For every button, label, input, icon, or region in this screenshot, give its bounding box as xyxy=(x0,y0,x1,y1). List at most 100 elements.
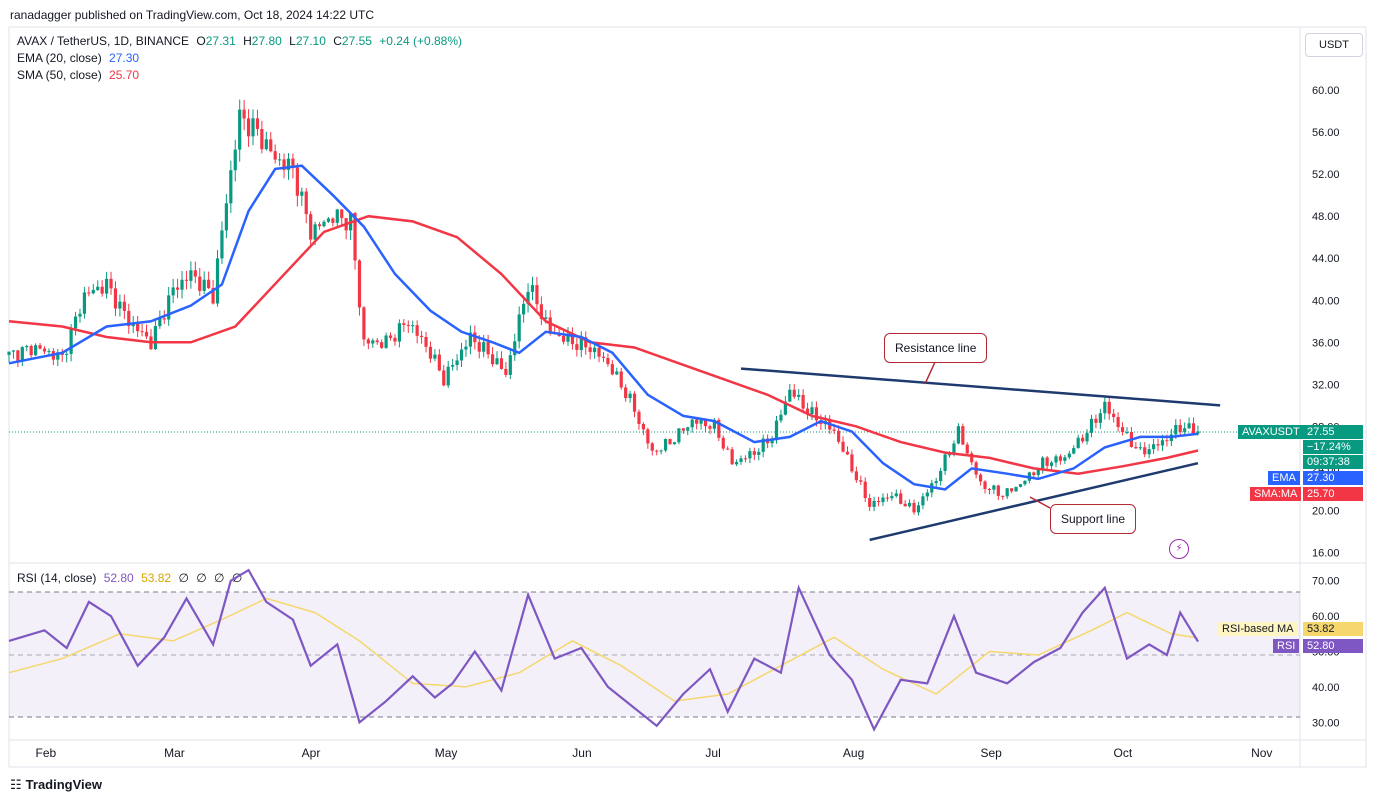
candle-body xyxy=(1120,427,1125,433)
rsi-axis-tick: 30.00 xyxy=(1312,717,1340,729)
candle-body xyxy=(96,286,100,290)
candle-body xyxy=(925,492,929,497)
candle-body xyxy=(1089,418,1094,433)
candle-body xyxy=(78,313,82,317)
candle-body xyxy=(286,158,291,170)
price-axis-tick: 40.00 xyxy=(1312,295,1340,307)
rsi-legend[interactable]: RSI (14, close) 52.80 53.82 ∅ ∅ ∅ ∅ xyxy=(17,571,246,585)
candle-body xyxy=(309,214,313,240)
ema-legend[interactable]: EMA (20, close) 27.30 xyxy=(17,51,143,65)
support-callout[interactable]: Support line xyxy=(1050,504,1137,534)
price-axis-tick: 32.00 xyxy=(1312,379,1340,391)
price-axis-tick: 16.00 xyxy=(1312,547,1340,559)
candle-body xyxy=(637,411,641,424)
brand-logo[interactable]: ☷ TradingView xyxy=(10,777,102,793)
candle-body xyxy=(388,335,393,338)
candle-body xyxy=(965,444,969,454)
ema-axis-tag: EMA xyxy=(1268,471,1300,485)
candle-body xyxy=(601,356,606,358)
candle-body xyxy=(522,303,526,315)
candle-body xyxy=(899,493,903,504)
symbol-name[interactable]: AVAX / TetherUS, 1D, BINANCE xyxy=(17,34,190,48)
candle-body xyxy=(1116,417,1120,428)
candle-body xyxy=(229,170,233,204)
candle-body xyxy=(291,158,295,168)
lightning-icon[interactable]: ⚡ xyxy=(1169,539,1189,559)
candle-body xyxy=(535,285,539,305)
candle-body xyxy=(215,258,220,304)
candle-body xyxy=(837,430,841,442)
candle-body xyxy=(668,439,672,445)
candle-body xyxy=(872,500,876,507)
candle-body xyxy=(273,151,277,160)
trendlines[interactable] xyxy=(740,361,1221,542)
candle-body xyxy=(1081,437,1085,442)
candle-body xyxy=(140,331,144,333)
candle-body xyxy=(597,347,601,357)
candle-body xyxy=(1032,472,1036,476)
candle-body xyxy=(801,394,805,409)
candle-body xyxy=(593,347,597,353)
candle-body xyxy=(690,419,694,428)
low-value: 27.10 xyxy=(295,34,326,48)
time-axis-tick: Jun xyxy=(572,746,591,760)
candle-body xyxy=(357,260,362,308)
candle-body xyxy=(7,351,11,355)
resistance-pointer xyxy=(924,361,936,385)
candle-body xyxy=(415,325,419,336)
candle-body xyxy=(1138,447,1142,449)
close-value: 27.55 xyxy=(341,34,372,48)
price-axis-tick: 48.00 xyxy=(1312,211,1340,223)
candle-body xyxy=(171,287,175,296)
currency-button[interactable]: USDT xyxy=(1305,33,1363,57)
candle-body xyxy=(854,471,858,481)
candle-body xyxy=(797,394,801,397)
sma-legend[interactable]: SMA (50, close) 25.70 xyxy=(17,68,143,82)
candle-body xyxy=(663,439,668,451)
candle-body xyxy=(996,485,1000,496)
symbol-price-tag: AVAXUSDT xyxy=(1238,425,1304,439)
candle-body xyxy=(881,497,885,503)
time-axis-tick: Jul xyxy=(705,746,720,760)
candle-body xyxy=(1156,444,1160,446)
rsi-axis-tag: RSI xyxy=(1273,639,1300,653)
candle-body xyxy=(504,368,508,375)
candle-body xyxy=(499,358,504,369)
candle-body xyxy=(100,286,104,294)
candle-body xyxy=(162,318,166,320)
candle-body xyxy=(105,278,109,294)
candle-body xyxy=(717,419,721,438)
candle-body xyxy=(615,371,619,375)
candle-body xyxy=(459,349,464,361)
resistance-callout[interactable]: Resistance line xyxy=(884,333,988,363)
candle-body xyxy=(362,307,366,340)
candle-body xyxy=(570,333,575,345)
candle-body xyxy=(672,442,677,445)
candle-body xyxy=(588,347,592,353)
candle-body xyxy=(726,448,730,450)
candle-body xyxy=(353,212,357,261)
candle-body xyxy=(158,318,162,327)
candle-body xyxy=(779,414,783,421)
candle-body xyxy=(912,502,916,513)
candle-body xyxy=(916,505,921,513)
candle-body xyxy=(641,423,646,430)
candle-body xyxy=(712,419,716,429)
candle-body xyxy=(548,317,552,333)
candle-body xyxy=(708,426,712,429)
candle-body xyxy=(1001,495,1005,497)
countdown-tag: 09:37:38 xyxy=(1303,455,1363,469)
resistance-line xyxy=(740,367,1221,407)
candle-body xyxy=(1041,457,1045,469)
candle-body xyxy=(34,345,38,356)
candle-body xyxy=(202,279,206,291)
price-axis-tick: 56.00 xyxy=(1312,127,1340,139)
time-axis-tick: Mar xyxy=(164,746,185,760)
candle-body xyxy=(1049,462,1054,466)
candle-body xyxy=(805,408,810,415)
open-label: O xyxy=(196,34,206,48)
candle-body xyxy=(16,350,20,361)
support-pointer xyxy=(1029,496,1051,509)
candle-body xyxy=(703,420,708,427)
